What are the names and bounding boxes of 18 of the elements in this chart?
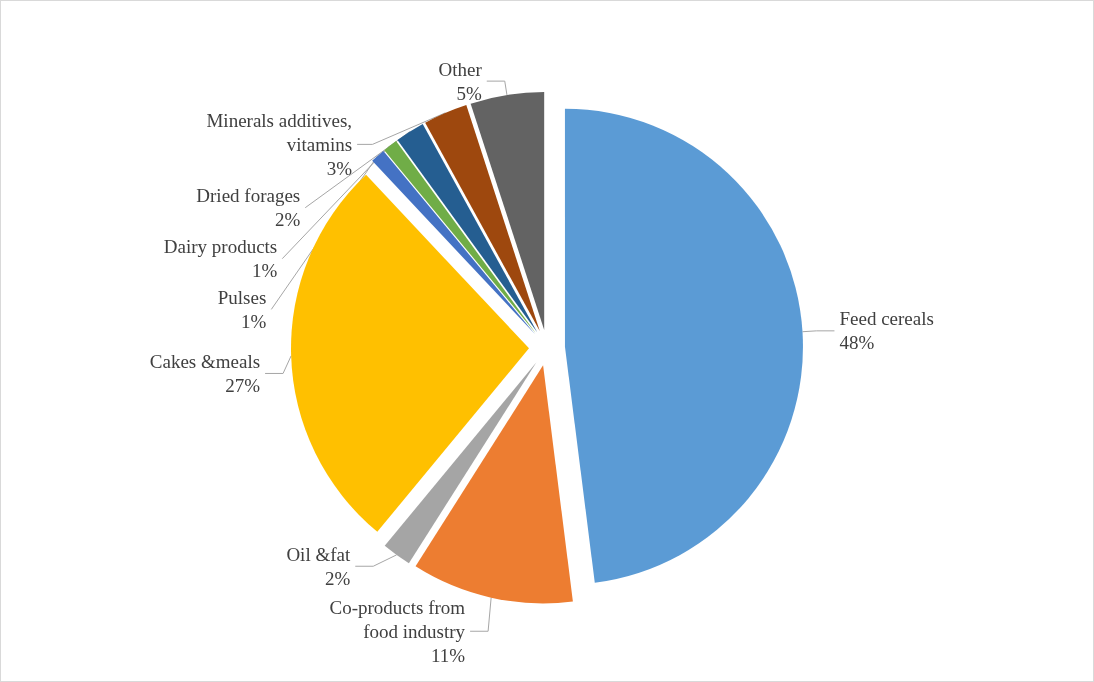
slice-label: Cakes &meals <box>149 350 261 372</box>
slice-label: Dried forages <box>196 185 301 207</box>
data-label: 2% <box>274 209 301 231</box>
data-label: 3% <box>326 157 353 179</box>
slice-label: Oil &fat <box>286 543 351 565</box>
slice-label: Dairy products <box>163 236 278 258</box>
data-label: 1% <box>251 260 278 282</box>
slice-label: Co-products from food industry <box>329 596 466 642</box>
data-label: 11% <box>430 644 466 666</box>
data-label: 5% <box>456 82 482 104</box>
slice-label: Feed cereals <box>839 308 934 330</box>
data-label: 48% <box>839 332 875 354</box>
data-label: 27% <box>225 374 261 396</box>
slice-label: Pulses <box>217 286 267 308</box>
data-label: 2% <box>324 567 351 589</box>
data-label: 1% <box>240 310 267 332</box>
slice-label: Minerals additives, vitamins <box>206 109 353 155</box>
slice-label: Other <box>438 58 483 80</box>
